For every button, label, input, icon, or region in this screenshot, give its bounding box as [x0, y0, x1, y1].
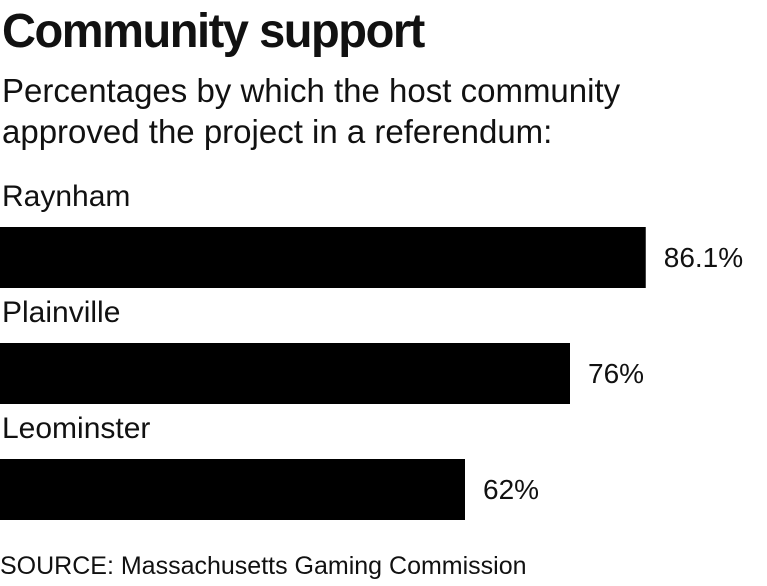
category-label: Plainville	[2, 296, 120, 329]
source-note: SOURCE: Massachusetts Gaming Commission	[0, 552, 527, 580]
value-label: 86.1%	[664, 242, 743, 273]
category-label: Raynham	[2, 180, 130, 213]
chart-title: Community support	[2, 5, 425, 58]
value-label: 76%	[588, 358, 644, 389]
bar	[0, 459, 465, 520]
chart: Raynham 86.1% Plainville 76% Leominster 62%	[0, 180, 743, 520]
chart-subtitle: Percentages by which the host community …	[2, 72, 621, 150]
bar	[0, 343, 570, 404]
value-label: 62%	[483, 474, 539, 505]
category-label: Leominster	[2, 412, 150, 445]
bar	[0, 227, 646, 288]
